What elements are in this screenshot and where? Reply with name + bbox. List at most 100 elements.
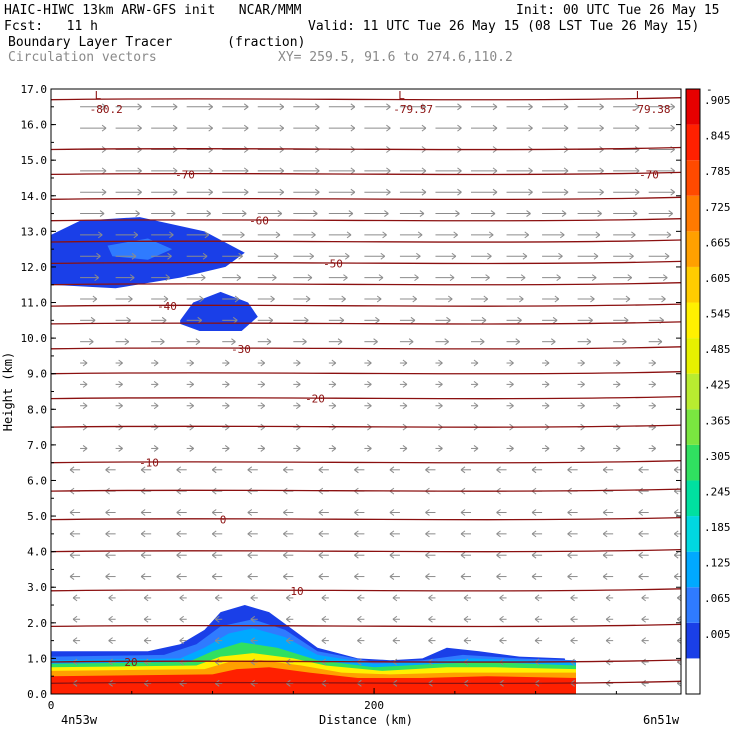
cross-section-endpoints: XY= 259.5, 91.6 to 274.6,110.2 (278, 50, 513, 65)
vector-arrowhead (101, 188, 107, 196)
vector-arrowhead (105, 573, 110, 580)
vector-arrowhead (602, 466, 608, 474)
isotherm-label: -70 (639, 168, 659, 181)
isotherm-label: 20 (124, 656, 137, 669)
vector-arrowhead (72, 637, 78, 645)
vector-arrowhead (386, 167, 391, 175)
colorbar-label: .785 (704, 165, 731, 178)
vector-arrowhead (526, 210, 531, 217)
vector-arrowhead (534, 637, 540, 645)
vector-arrowhead (485, 274, 490, 282)
vector-arrowhead (200, 274, 206, 282)
vector-arrowhead (133, 231, 139, 239)
vector-arrowhead (410, 316, 416, 324)
vector-arrowhead (211, 551, 217, 559)
vector-arrowhead (416, 252, 421, 260)
vector-arrowhead (318, 573, 324, 580)
vector-arrowhead (528, 124, 533, 132)
vector-arrowhead (250, 637, 256, 645)
vector-arrowhead (605, 615, 611, 623)
vector-arrowhead (176, 530, 181, 538)
vector-arrowhead (460, 509, 466, 516)
vector-arrowhead (275, 231, 281, 239)
colorbar-label: .665 (704, 236, 731, 249)
vector-arrowhead (375, 316, 380, 324)
vector-arrowhead (389, 551, 395, 559)
y-tick-label: 2.0 (27, 617, 47, 630)
vector-arrowhead (425, 466, 430, 474)
vector-arrowhead (386, 188, 391, 196)
vector-arrowhead (250, 615, 256, 623)
vector-arrowhead (380, 252, 386, 260)
vector-arrowhead (82, 380, 88, 388)
vector-arrowhead (315, 103, 320, 111)
vector-arrowhead (641, 594, 646, 602)
vector-arrowhead (473, 402, 479, 410)
vector-arrowhead (460, 551, 466, 559)
vector-arrowhead (97, 231, 103, 239)
vector-arrowhead (392, 615, 398, 623)
vector-arrowhead (367, 359, 372, 367)
vector-arrowhead (531, 573, 537, 580)
isotherm-label: -70 (175, 168, 195, 181)
vector-arrowhead (496, 530, 501, 538)
vector-arrowhead (195, 338, 201, 346)
x-tick-label: 0 (48, 699, 55, 712)
vector-arrowhead (82, 359, 88, 367)
vector-arrowhead (236, 274, 242, 282)
vector-arrowhead (348, 210, 354, 217)
temperature-contours (51, 97, 681, 685)
vector-arrowhead (189, 380, 194, 388)
vector-arrowhead (515, 338, 521, 346)
vector-arrowhead (118, 359, 123, 367)
vector-arrowhead (402, 445, 408, 452)
vector-arrowhead (402, 380, 408, 388)
vector-arrowhead (580, 359, 585, 367)
vector-arrowhead (563, 124, 569, 132)
vector-arrowhead (307, 274, 313, 282)
isotherm-label: -60 (249, 215, 269, 228)
colorbar-label: .725 (704, 201, 731, 214)
colorbar-cell (686, 160, 700, 196)
vector-arrowhead (176, 509, 181, 516)
vector-arrowhead (558, 252, 563, 260)
isotherm-line (51, 680, 681, 685)
vector-arrowhead (522, 252, 528, 260)
vector-arrowhead (597, 210, 602, 217)
vector-arrowhead (567, 573, 572, 580)
vector-arrowhead (367, 380, 372, 388)
vector-arrowhead (531, 551, 537, 559)
vector-arrowhead (706, 189, 710, 195)
vector-arrowhead (311, 231, 316, 239)
vector-arrowhead (520, 274, 526, 282)
isotherm-line (51, 424, 681, 428)
vector-arrowhead (331, 359, 337, 367)
vector-arrowhead (92, 295, 98, 303)
vector-arrowhead (463, 594, 469, 602)
vector-arrowhead (567, 466, 572, 474)
isotherm-line (51, 171, 681, 176)
colorbar-cell (686, 89, 700, 125)
vector-arrowhead (224, 380, 230, 388)
vector-arrowhead (153, 402, 159, 410)
vector-arrowhead (591, 274, 597, 282)
vector-arrowhead (544, 359, 550, 367)
vector-arrowhead (701, 253, 705, 259)
vector-arrowhead (673, 466, 679, 474)
isotherm-line (51, 395, 681, 400)
vector-arrowhead (421, 167, 427, 175)
vector-arrowhead (563, 188, 569, 196)
vector-arrowhead (425, 530, 430, 538)
vector-arrowhead (272, 274, 277, 282)
colorbar-cell (686, 195, 700, 232)
vector-arrowhead (128, 295, 133, 303)
vector-arrowhead (622, 338, 627, 346)
vector-arrowhead (367, 402, 372, 410)
colorbar-cell (686, 658, 700, 694)
vector-arrowhead (447, 295, 453, 303)
vector-arrowhead (143, 615, 149, 623)
vector-arrowhead (446, 316, 451, 324)
vector-arrowhead (367, 445, 372, 452)
y-tick-label: 8.0 (27, 403, 47, 416)
vector-arrowhead (321, 615, 327, 623)
